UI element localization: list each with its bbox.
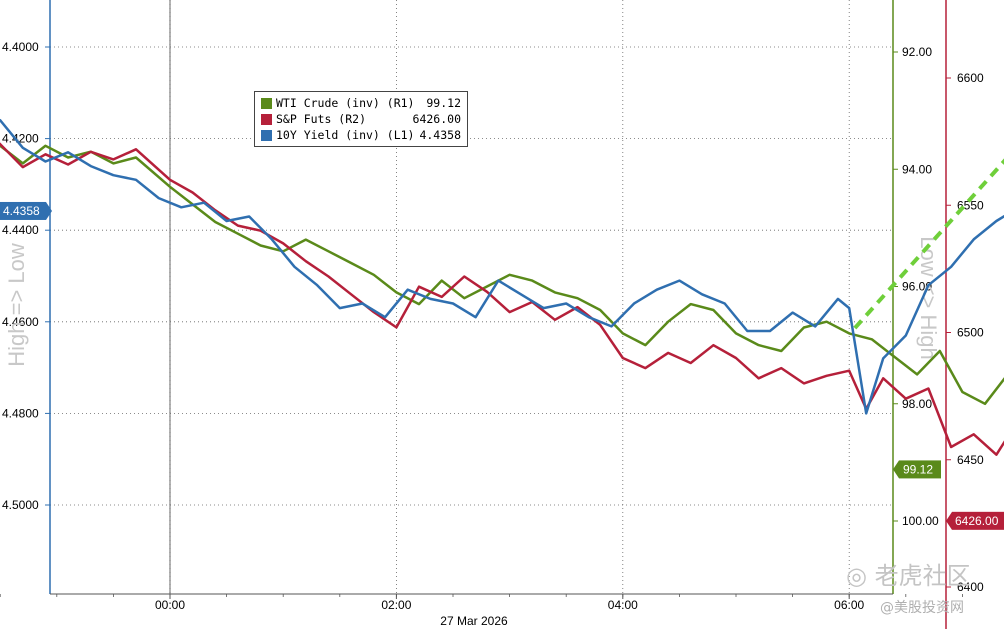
series-lines [0, 118, 1004, 456]
wti-last-tag: 99.12 [903, 462, 933, 476]
yield-last-tag: 4.4358 [3, 204, 40, 218]
x-tick-label: 04:00 [608, 598, 638, 612]
x-date-label: 27 Mar 2026 [440, 614, 508, 628]
legend-label-yield: 10Y Yield (inv) (L1) [276, 128, 415, 142]
left-tick-label: 4.4600 [2, 315, 39, 329]
right-axis-title: Low <> High [916, 236, 941, 360]
gridlines [50, 0, 893, 594]
series-line-yield [0, 118, 1004, 415]
legend-item-wti: WTI Crude (inv) (R1) 99.12 [261, 95, 461, 111]
spx-last-tag-box [952, 511, 1004, 530]
left-axis-title: High => Low [4, 243, 29, 367]
right1-tick-label: 94.00 [902, 162, 932, 176]
spx-last-tag: 6426.00 [955, 514, 999, 528]
x-tick-label: 00:00 [155, 598, 185, 612]
x-tick-label: 02:00 [381, 598, 411, 612]
right2-tick-label: 6450 [957, 453, 984, 467]
right2-tick-label: 6400 [957, 580, 984, 594]
trend-arrow-line [853, 158, 1004, 330]
right1-tick-label: 96.00 [902, 280, 932, 294]
legend-value-wti: 99.12 [426, 96, 461, 110]
right1-tick-label: 98.00 [902, 397, 932, 411]
left-tick-label: 4.4000 [2, 40, 39, 54]
legend-label-wti: WTI Crude (inv) (R1) [276, 96, 415, 110]
x-tick-label: 06:00 [834, 598, 864, 612]
chart-marks: 4.4358 99.12 6426.00 [0, 158, 1004, 530]
legend-value-yield: 4.4358 [419, 128, 461, 142]
right1-tick-label: 100.00 [902, 514, 939, 528]
right1-tick-label: 92.00 [902, 45, 932, 59]
right2-tick-label: 6500 [957, 326, 984, 340]
wti-last-tag-pointer [893, 460, 899, 479]
series-line-spx [0, 142, 1004, 456]
legend-value-spx: 6426.00 [412, 112, 461, 126]
right2-tick-label: 6600 [957, 71, 984, 85]
watermark-handle: @美股投资网 [880, 600, 964, 616]
series-line-wti [0, 144, 1004, 406]
left-tick-label: 4.4400 [2, 223, 39, 237]
spx-last-tag-pointer [946, 511, 952, 530]
watermark-brand: ◎ 老虎社区 [846, 556, 971, 591]
yield-last-tag-pointer [46, 201, 52, 220]
legend-item-spx: S&P Futs (R2) 6426.00 [261, 111, 461, 127]
wti-last-tag-box [899, 460, 941, 479]
watermark-brand-text: 老虎社区 [874, 562, 971, 590]
left-tick-label: 4.4800 [2, 406, 39, 420]
legend-item-yield: 10Y Yield (inv) (L1) 4.4358 [261, 127, 461, 143]
legend-label-spx: S&P Futs (R2) [276, 112, 367, 126]
watermark-logo-icon: ◎ [846, 562, 867, 590]
left-tick-label: 4.5000 [2, 498, 39, 512]
yield-last-tag-box [0, 201, 46, 220]
legend-swatch-spx [261, 113, 272, 125]
legend-swatch-yield [261, 129, 272, 141]
legend: WTI Crude (inv) (R1) 99.12 S&P Futs (R2)… [254, 91, 468, 147]
legend-swatch-wti [261, 97, 272, 109]
